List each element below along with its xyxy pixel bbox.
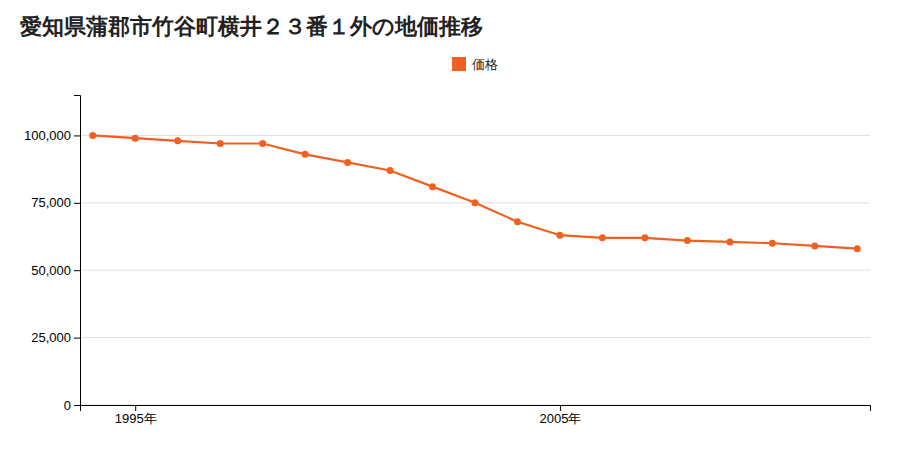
y-tick-label: 100,000 [24,128,71,143]
grid-line [80,270,870,271]
point [514,218,521,225]
y-tick-label: 75,000 [31,195,71,210]
point [769,240,776,247]
grid-line [80,135,870,136]
y-tick-label: 25,000 [31,330,71,345]
point [174,137,181,144]
y-tick-label: 50,000 [31,263,71,278]
y-tick: 0 [64,398,80,413]
point [556,232,563,239]
y-axis-line [74,96,81,406]
point [472,199,479,206]
point [302,151,309,158]
y-tick: 75,000 [31,195,80,210]
chart: 0 25,000 50,000 75,000 100,000 1995年 2005年 愛知県蒲… [0,0,900,450]
x-tick-mark [135,405,136,411]
point [259,140,266,147]
legend-label: 価格 [472,57,498,72]
point [429,183,436,190]
point [387,167,394,174]
x-tick-label: 2005年 [539,411,581,426]
point [726,238,733,245]
point [217,140,224,147]
legend-item: 価格 [452,57,498,72]
y-axis: 0 25,000 50,000 75,000 100,000 [24,96,81,413]
point [344,159,351,166]
point [811,242,818,249]
plot: 0 25,000 50,000 75,000 100,000 1995年 2005年 [24,96,871,427]
legend-swatch [452,57,466,71]
x-tick-label: 1995年 [115,411,157,426]
y-tick-mark [74,405,80,406]
grid [80,135,870,405]
point [854,245,861,252]
x-tick: 2005年 [539,405,581,426]
point [89,132,96,139]
point [684,237,691,244]
y-tick: 25,000 [31,330,80,345]
line [93,135,858,248]
y-tick-mark [74,338,80,339]
y-tick-label: 0 [64,398,71,413]
x-axis-line [81,406,871,412]
legend: 価格 [452,57,498,72]
x-tick-mark [560,405,561,411]
title: 愛知県蒲郡市竹谷町横井２３番１外の地価推移 [20,14,483,39]
y-tick: 50,000 [31,263,80,278]
point [599,234,606,241]
point [132,135,139,142]
marks [89,132,861,252]
y-tick: 100,000 [24,128,80,143]
y-tick-mark [74,135,80,136]
x-axis: 1995年 2005年 [81,405,871,426]
grid-line [80,337,870,338]
y-tick-mark [74,203,80,204]
point [641,234,648,241]
y-tick-mark [74,270,80,271]
x-tick: 1995年 [115,405,157,426]
